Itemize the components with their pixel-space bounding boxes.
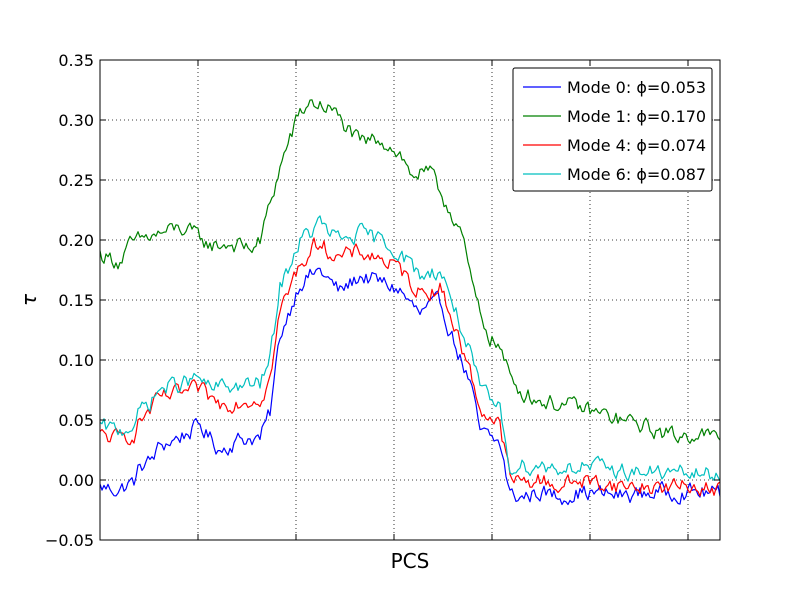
y-tick-label: 0.30 [58, 111, 94, 130]
y-tick-label: 0.10 [58, 351, 94, 370]
series-line-2 [99, 237, 721, 497]
series-line-0 [99, 267, 721, 506]
y-tick-label: 0.00 [58, 471, 94, 490]
y-tick-label: 0.25 [58, 171, 94, 190]
series-line-1 [99, 99, 721, 444]
legend-label: Mode 6: ϕ=0.087 [567, 165, 706, 184]
x-axis-label: PCS [391, 549, 430, 573]
series-line-3 [99, 215, 721, 482]
legend: Mode 0: ϕ=0.053 Mode 1: ϕ=0.170 Mode 4: ϕ=… [512, 67, 713, 192]
y-tick-label: 0.35 [58, 51, 94, 70]
y-tick-label: 0.20 [58, 231, 94, 250]
legend-label: Mode 1: ϕ=0.170 [567, 107, 706, 126]
legend-label: Mode 4: ϕ=0.074 [567, 136, 706, 155]
legend-label: Mode 0: ϕ=0.053 [567, 78, 706, 97]
y-tick-label: 0.15 [58, 291, 94, 310]
legend-box [512, 67, 713, 192]
y-tick-label: −0.05 [45, 531, 94, 550]
tick-layer: −0.05 0.00 0.05 0.10 0.15 0.20 0.25 0.30 0.35 [45, 51, 720, 550]
y-tick-label: 0.05 [58, 411, 94, 430]
series-layer [99, 99, 721, 506]
y-axis-label: τ [17, 293, 41, 306]
